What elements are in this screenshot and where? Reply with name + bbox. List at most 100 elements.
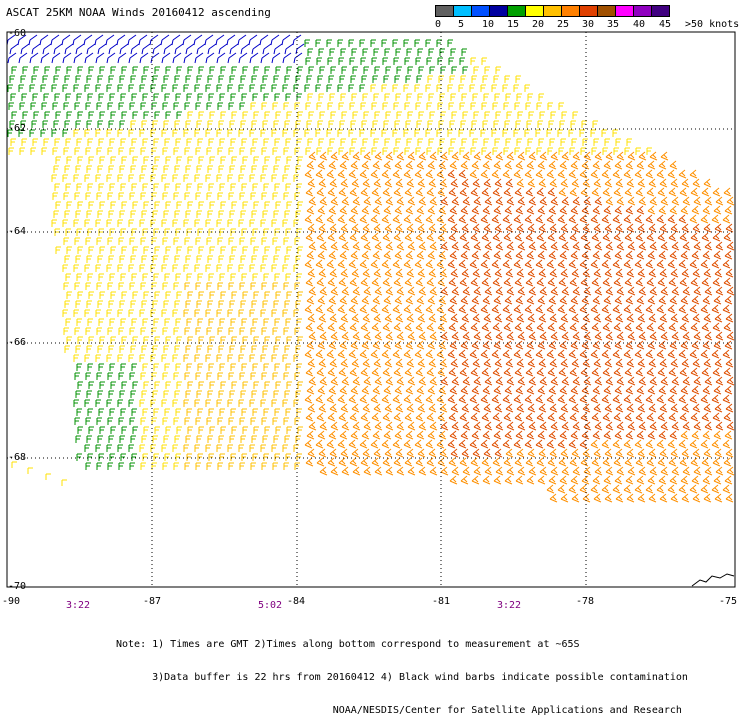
wind-barb: [283, 237, 289, 245]
wind-barb: [339, 340, 348, 350]
wind-barb: [95, 84, 101, 92]
wind-barb: [492, 412, 501, 422]
wind-barb: [602, 367, 611, 377]
wind-barb: [154, 156, 160, 164]
wind-barb: [197, 318, 203, 326]
wind-barb: [237, 34, 247, 46]
wind-barb: [350, 430, 359, 440]
wind-barb: [171, 34, 181, 46]
wind-barb: [416, 75, 422, 83]
wind-barb: [526, 475, 535, 485]
wind-barb: [669, 295, 678, 305]
wind-barb: [417, 403, 426, 413]
wind-barb: [494, 223, 503, 233]
wind-barb: [351, 448, 360, 458]
wind-barb: [162, 147, 168, 155]
legend-labels: 0 5 10 15 20 25 30 35 40 45 >50 knots: [435, 17, 739, 31]
wind-barb: [461, 223, 470, 233]
wind-barb: [471, 430, 480, 440]
wind-barb: [440, 241, 449, 251]
wind-barb: [547, 367, 556, 377]
wind-barb: [260, 444, 266, 452]
wind-barb: [537, 160, 546, 170]
wind-barb: [636, 250, 645, 260]
wind-barb: [209, 381, 215, 389]
wind-barb: [713, 205, 722, 215]
wind-barb: [75, 300, 81, 308]
wind-barb: [385, 66, 391, 74]
wind-barb: [427, 75, 433, 83]
wind-barb: [429, 111, 435, 119]
wind-barb: [50, 34, 60, 46]
wind-barb: [396, 286, 405, 296]
wind-barb: [546, 214, 555, 224]
wind-barb: [251, 255, 257, 263]
wind-barb: [296, 453, 302, 461]
wind-barb: [726, 196, 735, 206]
wind-barb: [491, 259, 500, 269]
wind-barb: [372, 250, 381, 260]
wind-barb: [85, 102, 91, 110]
wind-barb: [693, 376, 702, 386]
wind-barb: [693, 286, 702, 296]
wind-barb: [451, 241, 460, 251]
wind-barb: [451, 111, 457, 119]
wind-barb: [42, 75, 48, 83]
wind-barb: [394, 160, 403, 170]
wind-barb: [340, 138, 346, 146]
wind-barb: [524, 304, 533, 314]
wind-barb: [679, 367, 688, 377]
wind-barb: [186, 318, 192, 326]
wind-barb: [361, 160, 370, 170]
wind-barb: [678, 394, 687, 404]
wind-barb: [627, 466, 636, 476]
wind-barb: [174, 300, 180, 308]
wind-barb: [570, 385, 579, 395]
wind-barb: [316, 457, 325, 467]
wind-barb: [437, 187, 446, 197]
wind-barb: [537, 340, 546, 350]
wind-speed-legend: 0 5 10 15 20 25 30 35 40 45 >50 knots: [435, 5, 739, 31]
wind-barb: [75, 435, 81, 443]
wind-barb: [143, 246, 149, 254]
wind-barb: [504, 475, 513, 485]
wind-barb: [308, 151, 317, 161]
wind-barb: [194, 174, 200, 182]
wind-barb: [405, 75, 411, 83]
wind-barb: [230, 138, 236, 146]
wind-barbs-layer: [6, 34, 735, 503]
wind-barb: [205, 84, 211, 92]
wind-barb: [327, 57, 333, 65]
wind-barb: [173, 102, 179, 110]
wind-barb: [8, 147, 14, 155]
wind-barb: [579, 439, 588, 449]
wind-barb: [359, 349, 368, 359]
wind-barb: [505, 93, 511, 101]
wind-barb: [493, 120, 499, 128]
wind-barb: [495, 66, 501, 74]
wind-barb: [74, 102, 80, 110]
wind-barb: [418, 151, 427, 161]
wind-barb: [51, 174, 57, 182]
wind-barb: [605, 196, 614, 206]
wind-barb: [307, 313, 316, 323]
wind-barb: [198, 426, 204, 434]
wind-barb: [404, 57, 410, 65]
wind-barb: [362, 93, 368, 101]
wind-barb: [384, 93, 390, 101]
wind-barb: [106, 399, 112, 407]
wind-barb: [83, 34, 93, 46]
wind-barb: [230, 408, 236, 416]
wind-barb: [185, 165, 191, 173]
wind-barb: [99, 66, 105, 74]
wind-barb: [614, 430, 623, 440]
wind-barb: [458, 304, 467, 314]
wind-barb: [725, 493, 734, 503]
wind-barb: [110, 111, 116, 119]
wind-barb: [649, 286, 658, 296]
wind-barb: [416, 385, 425, 395]
wind-barb: [185, 345, 191, 353]
wind-barb: [119, 255, 125, 263]
wind-barb: [109, 138, 115, 146]
wind-barb: [669, 475, 678, 485]
